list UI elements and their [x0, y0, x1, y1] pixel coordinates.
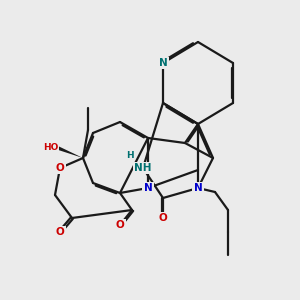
Text: HO: HO: [43, 143, 58, 152]
Text: O: O: [56, 163, 64, 173]
Text: O: O: [116, 220, 124, 230]
Text: O: O: [159, 213, 167, 223]
Text: O: O: [56, 227, 64, 237]
Text: N: N: [194, 183, 202, 193]
Text: N: N: [159, 58, 167, 68]
Polygon shape: [57, 146, 83, 158]
Text: N: N: [144, 183, 152, 193]
Text: NH: NH: [134, 163, 152, 173]
Text: H: H: [126, 151, 134, 160]
